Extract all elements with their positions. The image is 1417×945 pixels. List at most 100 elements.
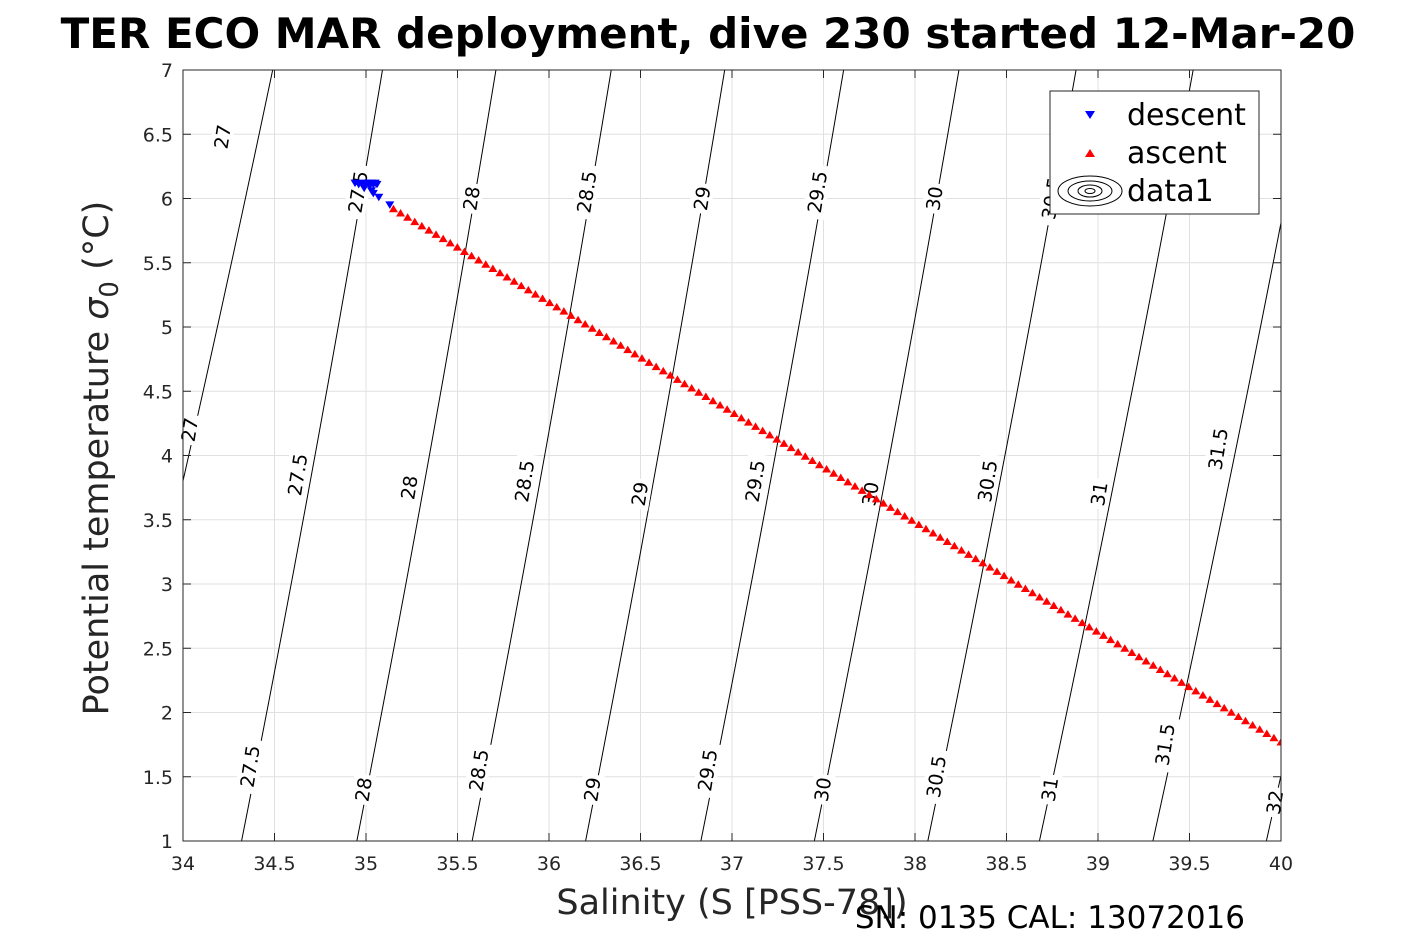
ascent-marker [900,511,910,520]
ascent-marker [694,388,704,396]
contour-label-text: 30.5 [923,754,951,799]
y-axis-label-text: Potential temperature [77,320,117,716]
ascent-marker [743,418,753,426]
contour-label-30: 30 [809,772,837,806]
ascent-marker [1162,669,1172,678]
contour-label-27.5: 27.5 [282,446,312,504]
ascent-marker [431,230,441,238]
ascent-marker [538,294,548,302]
ascent-marker [765,430,775,439]
contour-label-bg [920,748,952,805]
ascent-marker [793,447,803,456]
ascent-marker [580,319,590,328]
ascent-marker [1091,627,1101,635]
ascent-marker [736,413,746,422]
contour-line-30 [813,70,960,841]
ascent-marker [459,247,469,255]
ascent-marker [388,204,398,213]
contour-label-bg [1036,772,1063,806]
ascent-marker [1191,686,1201,695]
ascent-marker [992,567,1002,575]
ascent-marker [445,238,455,247]
ascent-marker [1127,648,1137,656]
ascent-marker [665,371,675,379]
contour-label-28.5: 28.5 [509,452,539,510]
ascent-marker [1269,733,1279,742]
contour-label-text: 30 [922,185,948,212]
ascent-marker [871,494,881,503]
ascent-marker [601,332,611,341]
x-tick-label: 34 [171,853,195,875]
ascent-marker [1219,703,1229,712]
ascent-marker [452,243,462,251]
ascent-marker [836,473,846,482]
contour-label-29: 29 [626,477,653,511]
ascent-marker [417,221,427,230]
ascent-marker [729,409,739,418]
ascent-marker [878,499,888,507]
ascent-marker [396,209,406,217]
ascent-marker [1255,725,1265,733]
x-tick-label: 37.5 [802,853,844,875]
ascent-marker [1169,674,1179,682]
y-tick-label: 3.5 [143,510,173,532]
x-tick-label: 35.5 [436,853,478,875]
contour-label-text: 31 [1087,480,1113,507]
contour-label-bg [692,741,723,799]
ascent-marker [893,507,903,516]
contour-line-32 [1265,773,1281,841]
ascent-marker [502,273,512,281]
ascent-marker [800,452,810,460]
ascent-marker [1262,729,1272,738]
x-tick-label: 38 [903,853,927,875]
ascent-marker [1063,610,1073,618]
ascent-marker [680,379,690,388]
contour-label-28: 28 [395,470,423,505]
y-tick-label: 5.5 [143,253,173,275]
ascent-marker [587,324,597,332]
contour-label-text: 30 [811,776,837,803]
y-tick-label: 6 [161,189,173,211]
contour-label-text: 28 [459,185,485,212]
ascent-marker [509,277,519,285]
contour-label-bg [463,741,494,799]
contour-label-27.5: 27.5 [234,737,265,795]
ascent-marker [722,405,732,413]
ascent-marker [971,554,981,563]
contour-label-text: 29.5 [742,459,770,504]
contour-label-text: 27.5 [345,169,373,214]
contour-label-bg [395,470,423,505]
x-tick-label: 36.5 [619,853,661,875]
ascent-marker [559,307,569,315]
contour-label-29: 29 [688,181,716,215]
contour-label-28.5: 28.5 [463,741,494,799]
contour-label-32: 32 [1261,785,1288,819]
contour-label-28: 28 [349,772,377,806]
contour-label-bg [571,163,602,221]
contour-label-bg [626,477,653,511]
ascent-marker [481,260,491,268]
contour-label-text: 28.5 [573,169,601,214]
ascent-marker [424,226,434,234]
ascent-marker [474,255,484,264]
legend-descent-marker [1085,111,1095,119]
ascent-marker [1177,678,1187,686]
ascent-marker [438,234,448,243]
footer-serial-cal: SN: 0135 CAL: 13072016 [855,900,1245,936]
data-markers [350,179,1281,746]
contour-label-text: 29 [580,776,606,803]
ascent-marker [715,401,725,409]
ascent-marker [985,563,995,571]
contour-label-text: 28.5 [465,748,493,793]
legend-descent-label: descent [1127,98,1246,133]
legend-box [1049,90,1260,215]
x-axis-label: Salinity (S [PSS-78]) [556,883,907,923]
x-tick-label: 39 [1086,853,1110,875]
contour-label-bg [920,181,948,215]
ascent-marker [779,439,789,447]
ascent-marker [1155,665,1165,674]
ascent-marker [701,392,711,400]
ascent-marker [687,383,697,392]
contour-label-text: 29 [690,185,716,212]
